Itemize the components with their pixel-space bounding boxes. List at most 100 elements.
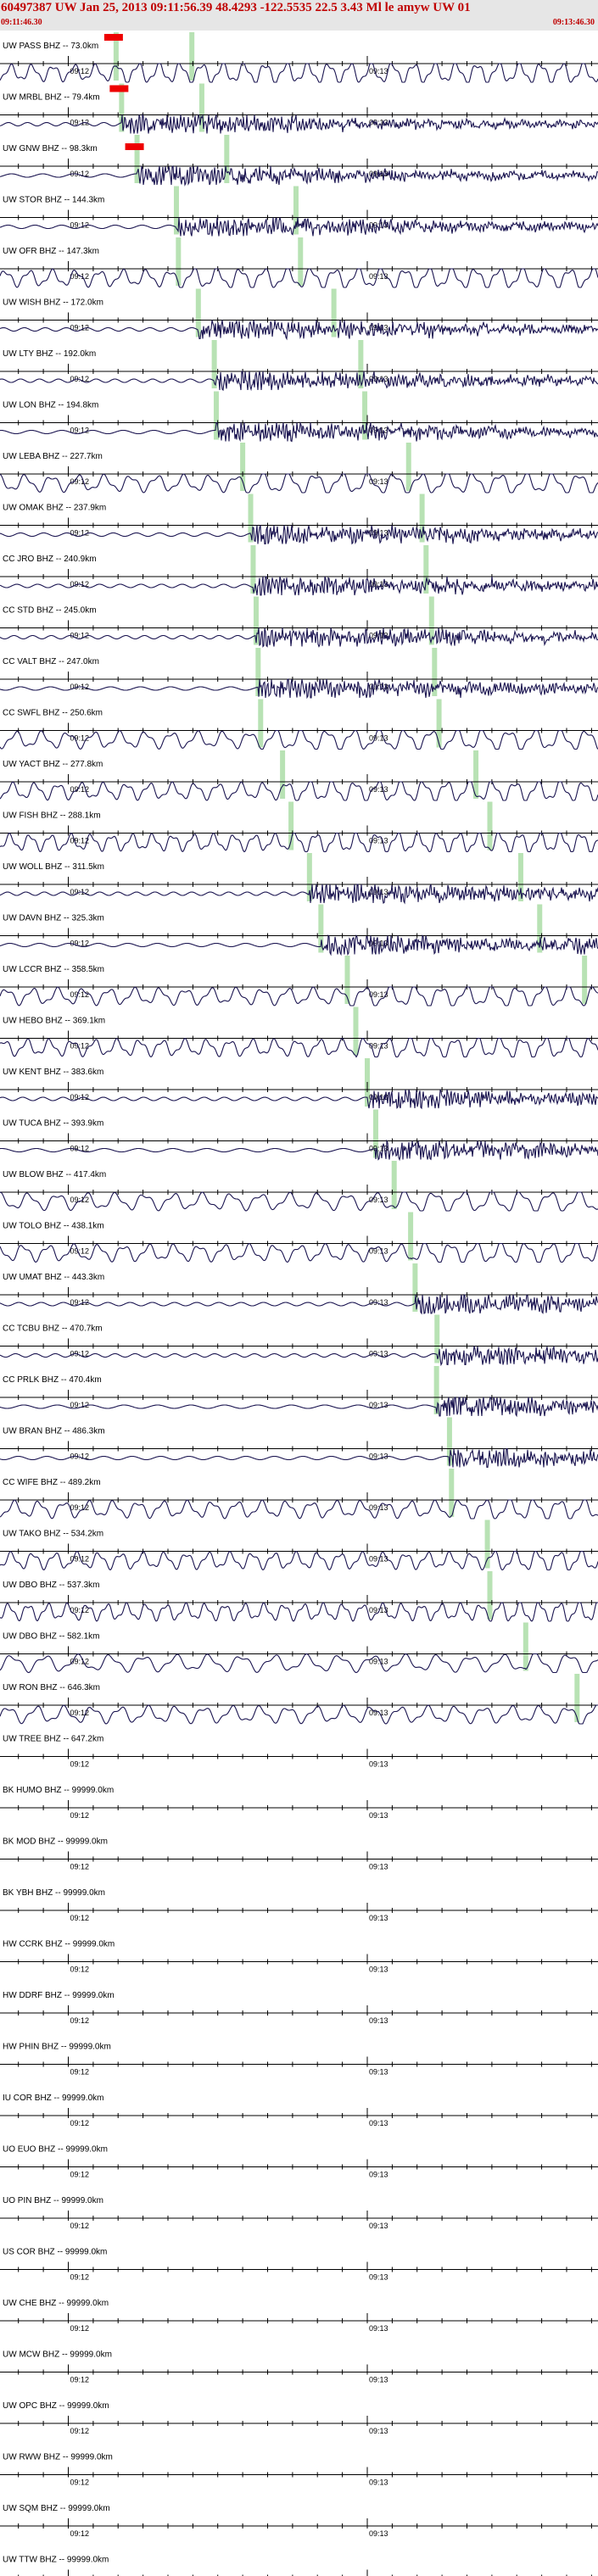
s-pick-marker: [487, 801, 493, 850]
waveform-trace: [0, 1653, 598, 1674]
waveform-trace: [0, 525, 598, 545]
event-title: 60497387 UW Jan 25, 2013 09:11:56.39 48.…: [1, 1, 471, 14]
time-tick-label: 09:12: [70, 1247, 89, 1256]
p-pick-marker: [288, 801, 294, 850]
time-tick-label: 09:13: [369, 1811, 388, 1820]
p-pick-marker: [173, 186, 179, 235]
time-tick-label: 09:12: [70, 2324, 89, 2333]
station-label: UW KENT BHZ -- 383.6km: [3, 1068, 103, 1077]
s-pick-marker: [428, 596, 434, 645]
station-row: HW PHIN BHZ -- 99999.0km 09:12 09:13: [0, 2043, 598, 2077]
time-tick-label: 09:13: [369, 683, 388, 691]
p-pick-marker: [250, 545, 256, 594]
station-row: UW STOR BHZ -- 144.3km 09:12 09:13: [0, 186, 598, 237]
waveform-trace: [0, 986, 598, 1006]
station-label: UW TOLO BHZ -- 438.1km: [3, 1222, 104, 1231]
time-tick-label: 09:12: [70, 529, 89, 538]
waveform-trace: [0, 371, 598, 392]
time-tick-label: 09:12: [70, 2068, 89, 2077]
station-label: UW MCW BHZ -- 99999.0km: [3, 2350, 112, 2360]
time-tick-label: 09:13: [369, 2222, 388, 2230]
time-tick-label: 09:12: [70, 2273, 89, 2282]
seismogram-plot: UW PASS BHZ -- 73.0km 09:12 09:13 UW MRBL B…: [0, 32, 598, 2576]
time-tick-label: 09:13: [369, 2016, 388, 2025]
time-tick-label: 09:12: [70, 1503, 89, 1512]
time-tick-label: 09:12: [70, 1196, 89, 1204]
p-pick-marker: [306, 853, 312, 901]
s-pick-marker: [432, 648, 438, 696]
waveform-trace: [0, 1294, 598, 1315]
time-tick-label: 09:13: [369, 580, 388, 588]
s-pick-marker: [537, 904, 543, 953]
time-tick-label: 09:13: [369, 632, 388, 640]
station-label: UW MRBL BHZ -- 79.4km: [3, 93, 100, 103]
station-label: UW GNW BHZ -- 98.3km: [3, 144, 98, 153]
station-label: CC JRO BHZ -- 240.9km: [3, 555, 97, 564]
station-label: CC WIFE BHZ -- 489.2km: [3, 1478, 101, 1487]
waveform-trace: [0, 113, 598, 134]
station-row: UW FISH BHZ -- 288.1km 09:12 09:13: [0, 801, 598, 853]
waveform-trace: [0, 320, 598, 341]
time-tick-label: 09:13: [369, 2376, 388, 2384]
p-pick-marker: [449, 1469, 455, 1517]
waveform-trace: [0, 678, 598, 700]
time-tick-label: 09:12: [70, 1298, 89, 1307]
time-tick-label: 09:13: [369, 734, 388, 743]
time-tick-label: 09:13: [369, 1658, 388, 1666]
station-row: UW OPC BHZ -- 99999.0km 09:12 09:13: [0, 2401, 598, 2435]
time-tick-label: 09:12: [70, 2171, 89, 2179]
station-label: UW TREE BHZ -- 647.2km: [3, 1735, 103, 1744]
s-pick-marker: [582, 956, 588, 1004]
time-tick-label: 09:12: [70, 990, 89, 999]
station-label: UW LEBA BHZ -- 227.7km: [3, 452, 103, 461]
time-tick-label: 09:13: [369, 2427, 388, 2435]
station-label: HW CCRK BHZ -- 99999.0km: [3, 1940, 115, 1949]
time-tick-label: 09:12: [70, 1606, 89, 1614]
p-pick-marker: [211, 340, 217, 388]
time-tick-label: 09:12: [70, 1145, 89, 1153]
time-tick-label: 09:12: [70, 785, 89, 794]
station-label: UW DAVN BHZ -- 325.3km: [3, 914, 104, 923]
station-label: UW RON BHZ -- 646.3km: [3, 1683, 100, 1692]
time-tick-label: 09:13: [369, 1247, 388, 1256]
p-pick-marker: [318, 904, 324, 953]
station-label: HW DDRF BHZ -- 99999.0km: [3, 1991, 115, 2000]
time-tick-label: 09:13: [369, 67, 388, 75]
waveform-trace: [0, 63, 598, 83]
s-pick-marker: [358, 340, 364, 388]
station-label: UW UMAT BHZ -- 443.3km: [3, 1273, 104, 1282]
p-pick-marker: [240, 443, 246, 491]
time-tick-label: 09:13: [369, 2119, 388, 2127]
station-row: UW BLOW BHZ -- 417.4km 09:12 09:13: [0, 1161, 598, 1212]
time-tick-label: 09:12: [70, 1709, 89, 1717]
station-row: HW CCRK BHZ -- 99999.0km 09:12 09:13: [0, 1940, 598, 1974]
time-tick-label: 09:13: [369, 2068, 388, 2077]
station-label: UW LTY BHZ -- 192.0km: [3, 349, 96, 359]
s-pick-marker: [362, 391, 368, 440]
station-label: UW DBO BHZ -- 582.1km: [3, 1632, 99, 1642]
time-tick-label: 09:12: [70, 2376, 89, 2384]
p-pick-marker: [446, 1417, 452, 1466]
time-tick-label: 09:12: [70, 324, 89, 332]
station-row: UW MRBL BHZ -- 79.4km 09:12 09:13: [0, 83, 598, 134]
station-row: UW TAKO BHZ -- 534.2km 09:12 09:13: [0, 1519, 598, 1571]
p-pick-marker: [412, 1263, 418, 1312]
station-row: CC WIFE BHZ -- 489.2km 09:12 09:13: [0, 1469, 598, 1519]
station-label: UW TTW BHZ -- 99999.0km: [3, 2556, 109, 2565]
s-pick-marker: [198, 83, 204, 132]
time-tick-label: 09:12: [70, 1658, 89, 1666]
waveform-trace: [0, 1447, 598, 1469]
s-pick-marker: [517, 853, 523, 901]
station-label: UW WISH BHZ -- 172.0km: [3, 298, 103, 308]
waveform-trace: [0, 421, 598, 443]
s-pick-marker: [298, 237, 304, 286]
station-label: UW PASS BHZ -- 73.0km: [3, 42, 98, 51]
time-tick-label: 09:13: [369, 1709, 388, 1717]
p-pick-marker: [372, 1109, 378, 1158]
station-label: UW OFR BHZ -- 147.3km: [3, 247, 99, 256]
waveform-trace: [0, 1191, 598, 1212]
time-tick-label: 09:12: [70, 837, 89, 845]
